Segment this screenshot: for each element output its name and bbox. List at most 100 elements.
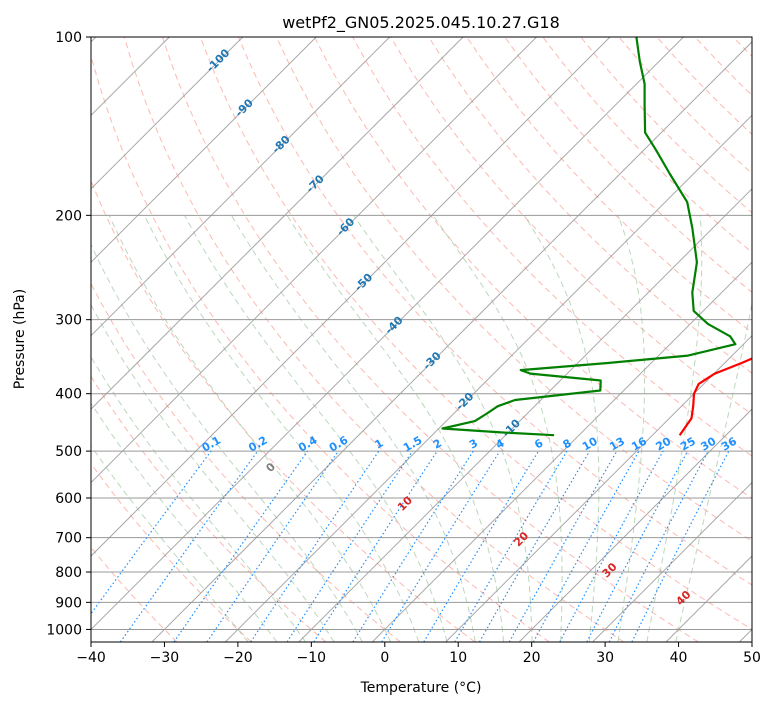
mixing-ratio-line	[586, 450, 689, 642]
moist-adiabat-line	[286, 215, 505, 642]
isotherm-line	[91, 37, 537, 484]
mixing-ratio-line	[173, 450, 309, 642]
mixing-ratio-label: 4	[493, 436, 506, 451]
y-tick-label: 500	[55, 444, 82, 460]
isotherm-line	[91, 37, 464, 410]
moist-adiabat-line	[432, 215, 563, 642]
dry-adiabat-line	[390, 37, 752, 415]
chart-title: wetPf2_GN05.2025.045.10.27.G18	[282, 13, 560, 33]
mixing-ratio-line	[313, 450, 438, 642]
dry-adiabat-line	[237, 37, 752, 586]
y-tick-label: 800	[55, 565, 82, 581]
moist-adiabat-label: 0	[263, 460, 278, 475]
y-tick-label: 1000	[46, 622, 82, 638]
mixing-ratio-line	[286, 450, 413, 642]
isotherm-line	[151, 41, 752, 642]
isotherm-line	[91, 37, 611, 557]
moist-adiabat-line	[143, 215, 420, 642]
moist-adiabat-line	[523, 215, 600, 642]
isotherm-line	[91, 37, 391, 337]
y-tick-label: 100	[55, 30, 82, 46]
isotherm-line	[445, 334, 752, 642]
moist-adiabat-line	[91, 444, 249, 642]
isotherm-line	[371, 261, 752, 642]
moist-adiabat-line	[91, 402, 278, 642]
isotherm-line	[665, 555, 752, 642]
mixing-ratio-line	[559, 450, 664, 642]
moist-adiabat-line	[617, 215, 646, 642]
isotherm-label: -60	[334, 215, 357, 238]
mixing-ratio-line	[91, 450, 212, 615]
dry-adiabat-line	[91, 375, 327, 642]
moist-adiabat-line	[91, 355, 306, 642]
x-tick-label: −40	[76, 650, 106, 666]
dry-adiabat-line	[352, 37, 752, 457]
mixing-ratio-line	[381, 450, 501, 642]
plot-frame	[90, 36, 753, 643]
dry-adiabat-line	[771, 37, 775, 642]
isotherm-label: -70	[304, 172, 327, 195]
y-axis-label: Pressure (hPa)	[12, 289, 28, 389]
isotherm-line	[91, 37, 684, 631]
moist-adiabat-line	[352, 215, 533, 642]
x-tick-label: 10	[449, 650, 467, 666]
mixing-ratio-label: 6	[532, 436, 545, 451]
mixing-ratio-line	[250, 450, 380, 642]
dry-adiabat-line	[466, 37, 752, 334]
dry-adiabat-line	[504, 37, 752, 293]
plot-area: -100-90-80-70-60-50-40-30-20-100.1 0.2 0.4…	[91, 37, 775, 642]
dry-adiabat-line	[91, 179, 476, 642]
x-tick-label: −10	[297, 650, 327, 666]
temperature-trace	[678, 357, 752, 436]
isotherm-line	[91, 37, 317, 263]
x-axis-label: Temperature (°C)	[360, 680, 482, 696]
background-lines	[91, 37, 775, 642]
mixing-ratio-line	[631, 450, 730, 642]
moist-adiabat-line	[91, 243, 363, 642]
y-tick-label: 900	[55, 595, 82, 611]
x-axis: −40 −30 −20 −10 0 10 20 30 40 50	[76, 642, 761, 666]
mixing-ratio-line	[206, 450, 339, 642]
x-tick-label: −20	[223, 650, 253, 666]
mixing-ratio-line	[119, 450, 259, 642]
x-tick-label: 0	[380, 650, 389, 666]
moist-adiabat-label: 30	[600, 560, 620, 580]
isotherm-label: -30	[420, 349, 443, 372]
isotherm-line	[224, 114, 752, 642]
dry-adiabat-line	[314, 37, 752, 499]
series-layer	[441, 37, 752, 437]
y-tick-label: 300	[55, 313, 82, 329]
dry-adiabat-line	[199, 37, 752, 630]
dry-adiabat-line	[694, 37, 752, 96]
isotherm-line	[518, 408, 752, 642]
isotherm-label: -10	[500, 416, 523, 439]
moist-adiabat-label: 40	[674, 588, 694, 608]
moist-adiabat-line	[675, 301, 752, 642]
dry-adiabat-line	[91, 53, 550, 642]
x-tick-label: 40	[670, 650, 688, 666]
moist-adiabat-line	[108, 215, 392, 642]
mixing-ratio-line	[508, 450, 618, 642]
mixing-ratio-label: 1	[373, 437, 386, 452]
isotherm-label: -40	[382, 314, 405, 337]
dry-adiabat-line	[91, 282, 401, 642]
mixing-ratio-line	[352, 450, 474, 642]
isotherm-line	[91, 37, 244, 190]
isotherm-label: -100	[204, 46, 233, 75]
moist-adiabat-line	[184, 215, 448, 642]
moist-adiabat-label: 10	[395, 494, 415, 514]
isotherm-line	[298, 188, 752, 642]
moist-adiabat-label: 20	[511, 529, 531, 549]
y-axis: 1000 900 800 700 600 500 400 300 200 100	[46, 30, 91, 638]
x-tick-label: 50	[743, 650, 761, 666]
dry-adiabat-line	[161, 37, 699, 642]
mixing-ratio-label: 3	[467, 437, 480, 452]
x-tick-label: −30	[150, 650, 180, 666]
mixing-ratio-line	[532, 450, 640, 642]
y-tick-label: 200	[55, 208, 82, 224]
isotherm-label: -90	[233, 96, 256, 119]
y-tick-label: 400	[55, 387, 82, 403]
isotherm-label: -50	[352, 271, 375, 294]
x-tick-label: 30	[596, 650, 614, 666]
